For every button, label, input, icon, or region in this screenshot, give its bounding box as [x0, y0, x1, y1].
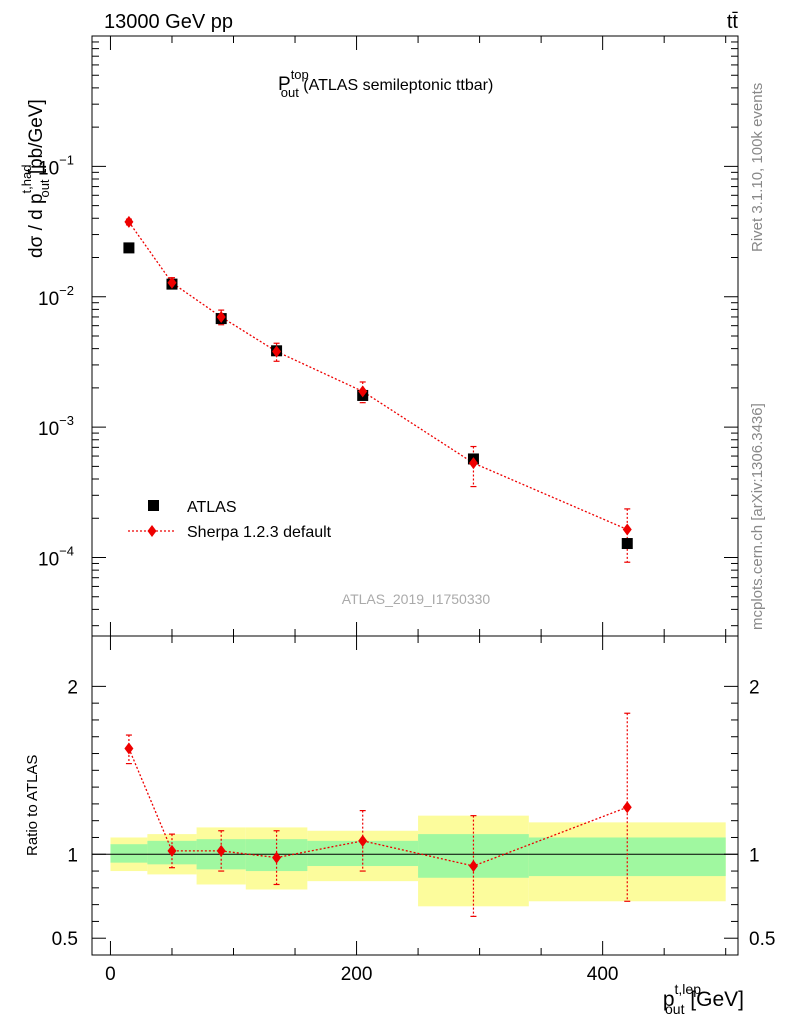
mc-point	[216, 310, 226, 323]
mc-point	[468, 457, 478, 470]
mc-point	[167, 276, 177, 289]
y-tick-label: 10−3	[38, 413, 74, 440]
mc-point	[622, 523, 632, 536]
ratio-mc-point	[167, 844, 177, 857]
ratio-y-tick-label-right: 1	[749, 845, 760, 866]
plot-title: Ptop out (ATLAS semileptonic ttbar)	[278, 67, 493, 100]
data-point	[123, 242, 135, 254]
energy-label: 13000 GeV pp	[104, 11, 233, 33]
process-label: tt̄	[727, 11, 739, 33]
rivet-label: Rivet 3.1.10, 100k events	[749, 83, 766, 252]
x-tick-label: 0	[105, 964, 116, 985]
ratio-y-tick-label: 2	[67, 677, 78, 698]
legend-mc-label: Sherpa 1.2.3 default	[187, 524, 332, 541]
ratio-y-tick-label-right: 2	[749, 677, 760, 698]
main-frame	[91, 35, 739, 637]
mc-line	[128, 221, 628, 531]
ratio-mc-point	[216, 844, 226, 857]
ratio-y-axis-label: Ratio to ATLAS	[24, 755, 41, 856]
ratio-mc-point	[622, 801, 632, 814]
mc-point	[272, 345, 282, 358]
ratio-y-tick-label-right: 0.5	[749, 929, 775, 950]
ratio-y-tick-label: 0.5	[52, 929, 78, 950]
mc-point	[358, 385, 368, 398]
site-label: mcplots.cern.ch [arXiv:1306.3436]	[749, 403, 766, 630]
y-tick-label: 10−1	[38, 152, 74, 179]
y-axis-label: dσ / d pt,had out [pb/GeV]	[19, 99, 52, 258]
legend-mc-marker	[147, 525, 157, 537]
ratio-mc-point	[124, 742, 134, 755]
x-tick-label: 400	[587, 964, 619, 985]
legend-data-marker	[148, 500, 159, 511]
y-tick-label: 10−4	[38, 544, 74, 571]
ratio-mc-point	[468, 860, 478, 873]
ratio-mc-point	[358, 834, 368, 847]
ratio-plot: 2 2 1 1 0.5 0.5 0 200 400	[52, 635, 775, 985]
mc-point	[124, 215, 134, 228]
y-tick-label: 10−2	[38, 283, 74, 310]
legend-data-label: ATLAS	[187, 499, 237, 516]
legend: ATLAS Sherpa 1.2.3 default	[128, 499, 332, 541]
x-tick-label: 200	[341, 964, 373, 985]
main-plot: 10−1 10−2 10−3 10−4	[38, 35, 739, 637]
ratio-y-tick-label: 1	[67, 845, 78, 866]
x-axis-label: pt,lep out [GeV]	[663, 981, 744, 1017]
analysis-watermark: ATLAS_2019_I1750330	[342, 591, 491, 607]
data-point	[621, 538, 633, 550]
ratio-frame	[91, 635, 739, 956]
ratio-mc-point	[272, 851, 282, 864]
uncertainty-band-inner	[110, 844, 148, 863]
